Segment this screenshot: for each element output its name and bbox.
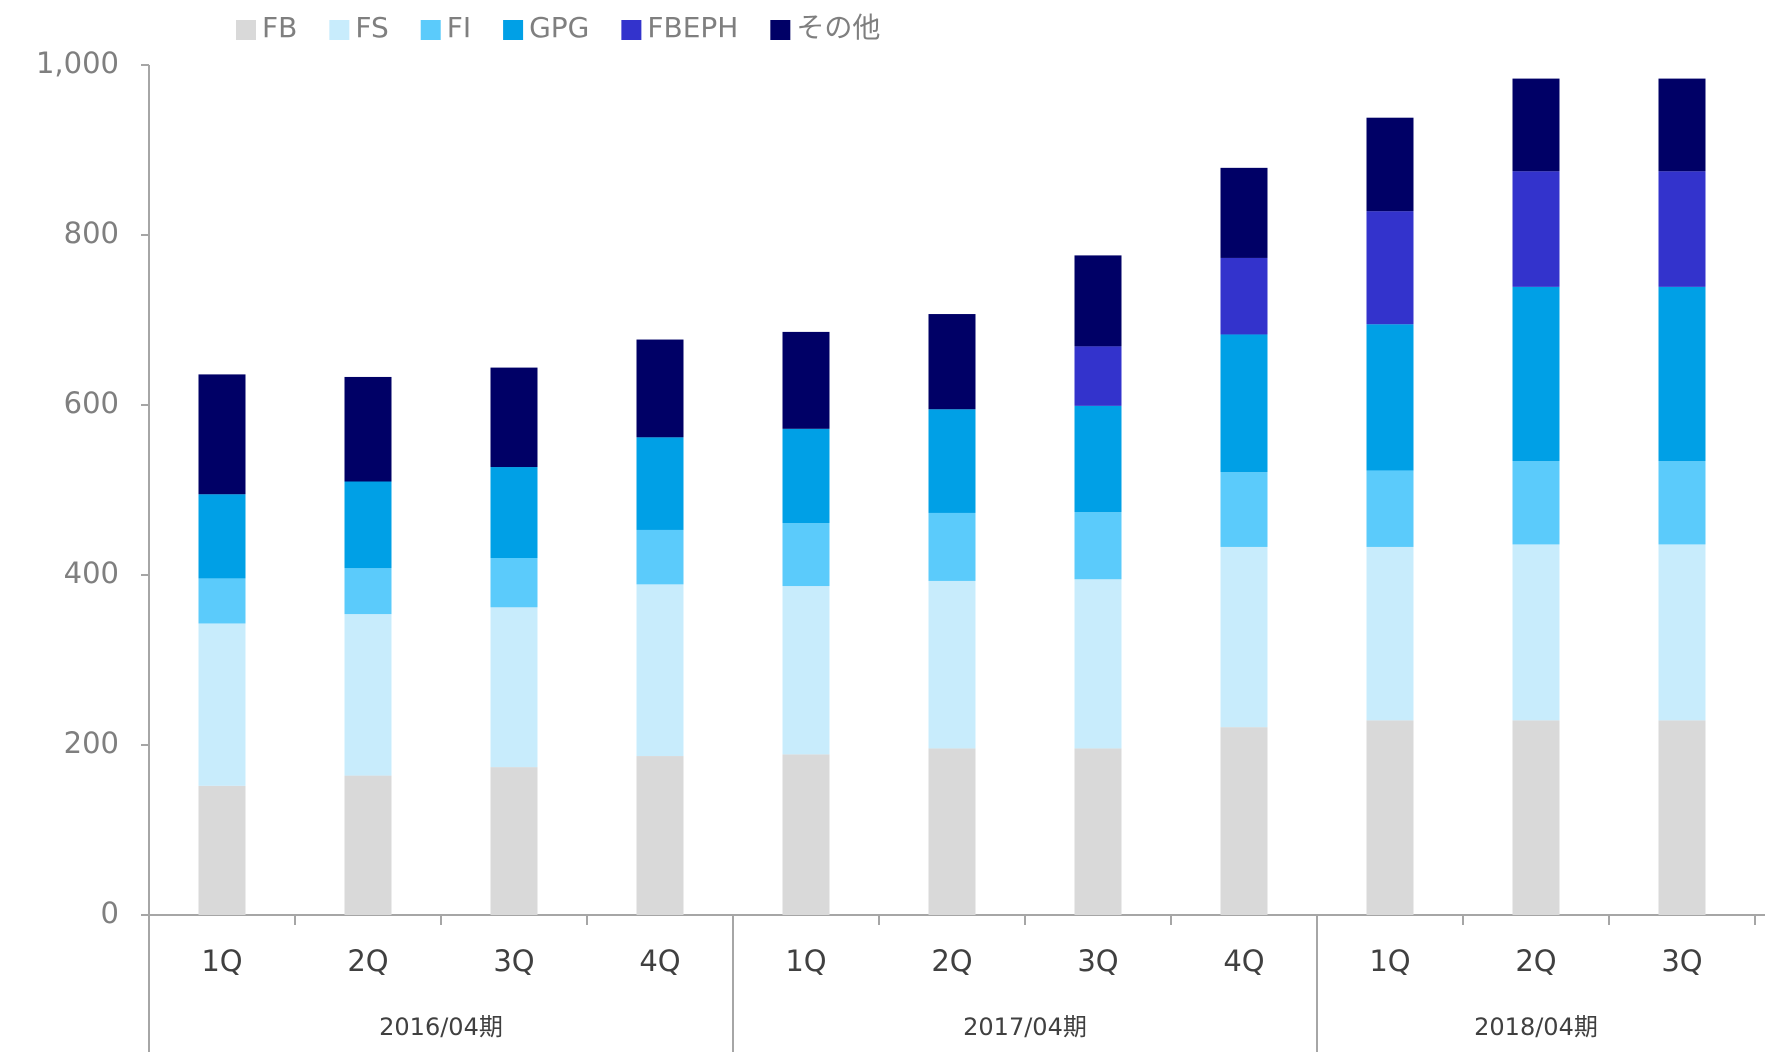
- bar-segment: [1512, 544, 1560, 721]
- bar-segment: [198, 623, 246, 786]
- bar-segment: [344, 481, 392, 569]
- bar-segment: [344, 775, 392, 915]
- bar-segment: [344, 614, 392, 776]
- bar-segment: [928, 748, 976, 915]
- bar-segment: [1658, 720, 1706, 915]
- bar-segment: [636, 756, 684, 915]
- bar-segment: [1074, 512, 1122, 580]
- bar-segment: [928, 314, 976, 410]
- legend-swatch: [503, 20, 524, 40]
- legend-swatch: [621, 20, 642, 40]
- bar-segment: [636, 584, 684, 757]
- x-tick-label: 1Q: [201, 944, 242, 978]
- group-label: 2017/04期: [963, 1013, 1087, 1041]
- bar-segment: [490, 367, 538, 468]
- bar-segment: [198, 374, 246, 495]
- bar-segment: [1220, 546, 1268, 728]
- bar-segment: [1074, 748, 1122, 915]
- y-tick-label: 400: [64, 556, 119, 590]
- x-tick-label: 3Q: [493, 944, 534, 978]
- bar-segment: [1366, 324, 1414, 471]
- bar-segment: [1074, 579, 1122, 749]
- bar-segment: [1220, 334, 1268, 473]
- bar-segment: [490, 558, 538, 608]
- x-tick-label: 1Q: [785, 944, 826, 978]
- bar-segment: [490, 607, 538, 768]
- bar-segment: [1220, 167, 1268, 258]
- legend-label: GPG: [529, 11, 589, 44]
- bar-segment: [1220, 257, 1268, 335]
- bar-segment: [1658, 461, 1706, 545]
- bar-segment: [1220, 727, 1268, 915]
- y-tick-label: 1,000: [36, 46, 119, 80]
- bar-segment: [1658, 171, 1706, 287]
- bar-segment: [636, 437, 684, 530]
- bar-segment: [198, 578, 246, 624]
- bar-segment: [344, 568, 392, 615]
- legend-swatch: [770, 20, 791, 40]
- legend-label: FB: [262, 11, 297, 44]
- legend-label: FI: [447, 11, 471, 44]
- x-tick-label: 2Q: [1515, 944, 1556, 978]
- bar-segment: [1074, 405, 1122, 513]
- bar-segment: [1366, 470, 1414, 547]
- bar-segment: [782, 331, 830, 429]
- group-label: 2018/04期: [1474, 1013, 1598, 1041]
- bar-segment: [344, 376, 392, 482]
- x-tick-label: 3Q: [1077, 944, 1118, 978]
- bar-segment: [928, 580, 976, 749]
- y-tick-label: 600: [64, 386, 119, 420]
- bar-segment: [1074, 255, 1122, 347]
- legend-swatch: [329, 20, 350, 40]
- bar-segment: [928, 512, 976, 581]
- bar-segment: [636, 339, 684, 438]
- bar-segment: [1512, 720, 1560, 915]
- bar-segment: [1366, 117, 1414, 212]
- legend-label: FS: [355, 11, 388, 44]
- x-tick-label: 3Q: [1661, 944, 1702, 978]
- x-tick-label: 4Q: [639, 944, 680, 978]
- bar-segment: [1366, 211, 1414, 325]
- x-tick-label: 2Q: [931, 944, 972, 978]
- legend-swatch: [236, 20, 256, 40]
- bar-segment: [1512, 461, 1560, 545]
- bar-segment: [1074, 346, 1122, 406]
- bar-segment: [198, 785, 246, 915]
- bar-segment: [1512, 78, 1560, 172]
- bar-segment: [928, 409, 976, 513]
- bar-segment: [782, 754, 830, 915]
- bar-segment: [1366, 720, 1414, 915]
- bar-segment: [198, 494, 246, 579]
- bar-segment: [1220, 472, 1268, 547]
- bar-segment: [1512, 171, 1560, 287]
- x-tick-label: 4Q: [1223, 944, 1264, 978]
- bar-segment: [1512, 286, 1560, 462]
- x-tick-label: 2Q: [347, 944, 388, 978]
- y-tick-label: 0: [101, 896, 119, 930]
- bar-segment: [1658, 286, 1706, 462]
- bar-segment: [1658, 544, 1706, 721]
- y-tick-label: 200: [64, 726, 119, 760]
- bar-segment: [782, 428, 830, 524]
- bar-segment: [1366, 546, 1414, 721]
- bar-segment: [636, 529, 684, 585]
- bar-segment: [782, 586, 830, 755]
- x-tick-label: 1Q: [1369, 944, 1410, 978]
- bar-segment: [490, 767, 538, 915]
- bar-segment: [490, 467, 538, 558]
- legend-label: FBEPH: [647, 11, 738, 44]
- group-label: 2016/04期: [379, 1013, 503, 1041]
- bar-segment: [1658, 78, 1706, 172]
- legend-label: その他: [796, 11, 880, 44]
- y-tick-label: 800: [64, 216, 119, 250]
- legend-swatch: [420, 20, 441, 40]
- bar-segment: [782, 523, 830, 587]
